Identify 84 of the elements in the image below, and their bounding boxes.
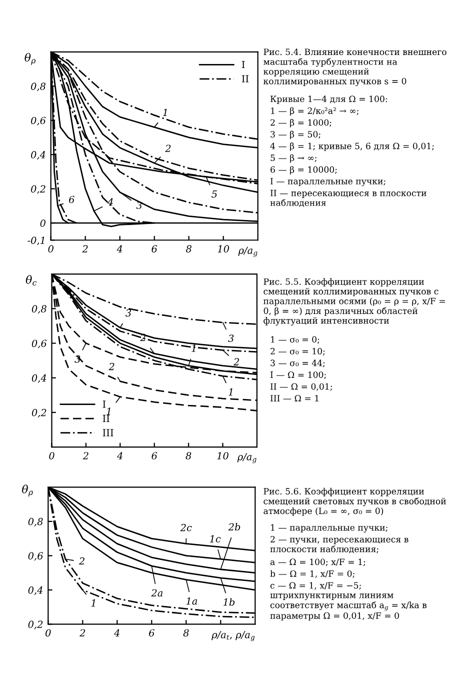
x-tick-label: 4	[116, 245, 122, 252]
text: Рис. 5.6. Коэффициент корреляции смещений световых пучков в свободной атмосфере (L₀ = ∞, σ₀ = 0)	[264, 488, 446, 516]
y-tick-label: 0,2	[28, 620, 43, 630]
text: Рис. 5.5. Коэффициент корреляции смещений коллимированных пучков с параллельными осями (ρ₀ = ρ = ρ, x/F = 0, β = ∞) для различных областей флуктуаций интенсивности	[264, 278, 445, 326]
y-tick-label: 0,8	[31, 82, 46, 92]
annotation: 1	[163, 108, 167, 116]
x-tick-label: 8	[186, 245, 192, 253]
legend-label: I	[242, 60, 245, 68]
x-tick-label: 4	[114, 629, 120, 636]
text: II — пересекающиеся в плоскости наблюдения	[270, 190, 426, 207]
x-tick-label: 6	[152, 452, 158, 460]
text: III — Ω = 1	[270, 394, 318, 402]
text: 1 — параллельные пучки;	[271, 524, 388, 532]
x-tick-label: 10	[218, 245, 230, 253]
annotation: 2	[165, 144, 171, 152]
x-tick-label: 2	[82, 452, 88, 460]
text: 2 — пучки, пересекающиеся в плоскости наблюдения;	[270, 536, 408, 554]
text: a — Ω = 100; x/F = 1;	[270, 558, 366, 566]
text: 6 — β = 10000;	[270, 166, 337, 174]
y-tick-label: 0,4	[32, 374, 46, 383]
x-tick-label: 2	[80, 629, 86, 636]
y-tick-label: -0,1	[28, 236, 44, 246]
legend-label: II	[102, 414, 110, 422]
annotation: 1	[106, 408, 110, 415]
annotation: 2b	[228, 523, 240, 531]
x-tick-label: 0	[48, 245, 54, 253]
annotation: 1	[192, 344, 196, 352]
text: 2 — β = 1000;	[270, 119, 332, 128]
y-tick-label: 0,6	[28, 552, 43, 561]
text: 2 — σ₀ = 10;	[270, 348, 325, 356]
x-axis-title: ρ/a$_{g}$	[238, 246, 258, 257]
text: I — параллельные пучки;	[270, 178, 386, 186]
y-tick-label: 0,6	[31, 116, 46, 126]
y-axis-title: θ$_{ρ}$	[22, 484, 33, 497]
text: c — Ω = 1, x/F = −5; штрихпунктирным линиям соответствует масштаб a$_{g}$ = x/ka в параметры Ω = 0,01, x/F = 0	[270, 582, 427, 621]
annotation: 1a	[186, 597, 198, 605]
text: Рис. 5.4. Влияние конечности внешнего масштаба турбулентности на корреляцию смещений коллимированных пучков s = 0	[264, 48, 446, 86]
text: 3 — β = 50;	[270, 130, 320, 140]
x-tick-label: 4	[117, 452, 123, 460]
annotation: 1b	[223, 598, 235, 606]
y-tick-label: 0,2	[32, 408, 46, 418]
annotation: 1	[228, 388, 232, 396]
annotation: 5	[212, 190, 217, 198]
x-tick-label: 6	[152, 245, 158, 253]
annotation: 6	[69, 196, 74, 204]
x-tick-label: 8	[186, 452, 192, 460]
text: 1 — σ₀ = 0;	[271, 336, 320, 344]
y-tick-label: 0,4	[31, 151, 46, 160]
text: II — Ω = 0,01;	[270, 383, 332, 391]
y-tick-label: 0	[40, 219, 46, 227]
y-tick-label: 0,8	[32, 305, 46, 314]
annotation: 3	[126, 309, 131, 317]
x-tick-label: 2	[82, 245, 88, 252]
text: Кривые 1—4 для Ω = 100:	[270, 96, 387, 104]
x-tick-label: 0	[49, 452, 54, 460]
x-axis-title: ρ/a$_{t}$, ρ/a$_{g}$	[212, 631, 255, 642]
text: 1 — β = 2/κ₀²a² → ∞;	[271, 107, 358, 116]
y-axis-title: θ$_{c}$	[26, 275, 37, 286]
annotation: 2	[108, 362, 114, 370]
x-tick-label: 8	[183, 629, 189, 637]
y-tick-label: 0,2	[31, 185, 46, 194]
text: I — Ω = 100;	[270, 371, 326, 380]
legend-label: II	[242, 75, 249, 82]
y-tick-label: 0,6	[32, 340, 47, 348]
text: b — Ω = 1, x/F = 0;	[270, 570, 354, 578]
text: 5 — β → ∞;	[270, 154, 316, 163]
text: 4 — β = 1; кривые 5, 6 для Ω = 0,01;	[270, 142, 434, 151]
annotation: 2c	[180, 524, 192, 532]
annotation: 4	[108, 198, 114, 206]
annotation: 2	[234, 358, 240, 366]
annotation: 2	[78, 557, 84, 565]
x-axis-title: ρ/a$_{g}$	[237, 453, 256, 464]
annotation: 2a	[151, 589, 163, 597]
text: 3 — σ₀ = 44;	[270, 360, 325, 368]
x-tick-label: 6	[149, 629, 154, 637]
y-tick-label: 0,4	[28, 586, 43, 595]
annotation: 1c	[210, 535, 221, 542]
y-axis-title: θ$_{ρ}$	[24, 52, 36, 65]
legend-label: III	[102, 429, 114, 436]
x-tick-label: 10	[217, 452, 228, 460]
annotation: 3	[228, 334, 234, 342]
y-tick-label: 0,8	[28, 518, 43, 526]
annotation: 1	[91, 599, 95, 606]
legend-label: I	[102, 400, 106, 408]
